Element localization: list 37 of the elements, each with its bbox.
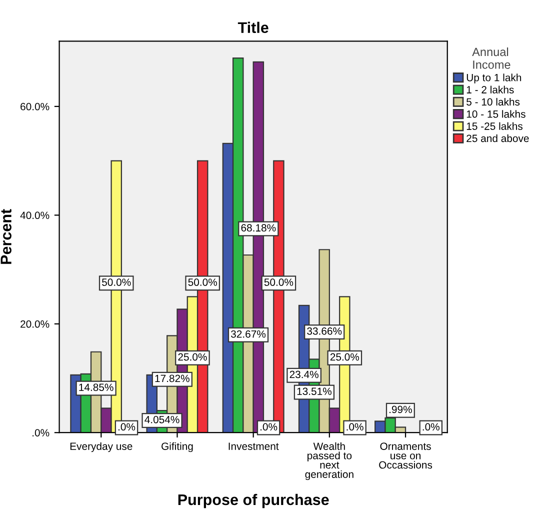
data-label: 13.51%	[297, 388, 332, 396]
legend-title: Annual Income	[472, 47, 510, 69]
x-tick-label: Investment	[228, 442, 279, 450]
legend-label: 10 - 15 lakhs	[466, 110, 526, 118]
data-label: .0%	[260, 423, 278, 431]
data-label: 14.85%	[79, 384, 114, 391]
legend-label: 1 - 2 lakhs	[466, 86, 514, 94]
legend-label: 5 - 10 lakhs	[466, 98, 520, 106]
y-tick-label: 40.0%	[20, 212, 50, 220]
chart-title: Title	[238, 22, 268, 34]
data-label: 25.0%	[178, 353, 207, 361]
legend-label: 15 -25 lakhs	[466, 122, 522, 130]
legend-label: 25 and above	[466, 134, 529, 142]
data-label: 32.67%	[230, 330, 266, 338]
data-label: 68.18%	[241, 224, 276, 232]
y-tick-label: .0%	[32, 429, 50, 436]
x-tick-label: Ornaments use on Occassions	[379, 442, 432, 469]
data-label: 50.0%	[102, 278, 131, 286]
legend-label: Up to 1 lakh	[466, 74, 522, 84]
data-label: .0%	[118, 423, 136, 431]
x-tick-label: Wealth passed to next generation	[305, 442, 354, 480]
y-axis-title: Percent	[0, 209, 12, 264]
data-label: 50.0%	[188, 278, 217, 286]
data-label: .0%	[422, 423, 440, 431]
data-label: 25.0%	[330, 353, 360, 361]
data-label: 50.0%	[264, 278, 294, 286]
x-tick-label: Gifiting	[162, 442, 193, 452]
x-tick-label: Everyday use	[70, 442, 132, 452]
data-label: 4.054%	[144, 416, 180, 424]
x-axis-title: Purpose of purchase	[178, 494, 329, 508]
data-label: 17.82%	[155, 374, 190, 382]
y-tick-label: 60.0%	[20, 102, 50, 110]
data-label: .0%	[346, 423, 364, 431]
y-tick-label: 20.0%	[20, 320, 50, 328]
data-label: 33.66%	[307, 327, 342, 335]
data-label: .99%	[390, 406, 412, 414]
data-label: 23.4%	[290, 370, 318, 378]
